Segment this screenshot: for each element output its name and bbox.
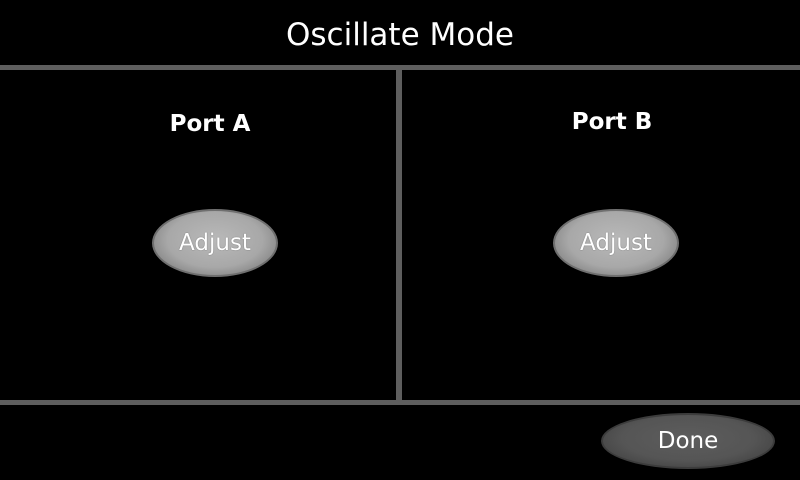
- port-b-adjust-button[interactable]: Adjust: [553, 209, 679, 277]
- page-title: Oscillate Mode: [286, 17, 514, 53]
- port-a-adjust-button[interactable]: Adjust: [152, 209, 278, 277]
- panel-divider: [396, 70, 402, 400]
- done-button[interactable]: Done: [601, 413, 775, 469]
- header-divider: [0, 65, 800, 70]
- port-b-label: Port B: [571, 109, 653, 135]
- port-a-label: Port A: [169, 111, 251, 137]
- footer-divider: [0, 400, 800, 405]
